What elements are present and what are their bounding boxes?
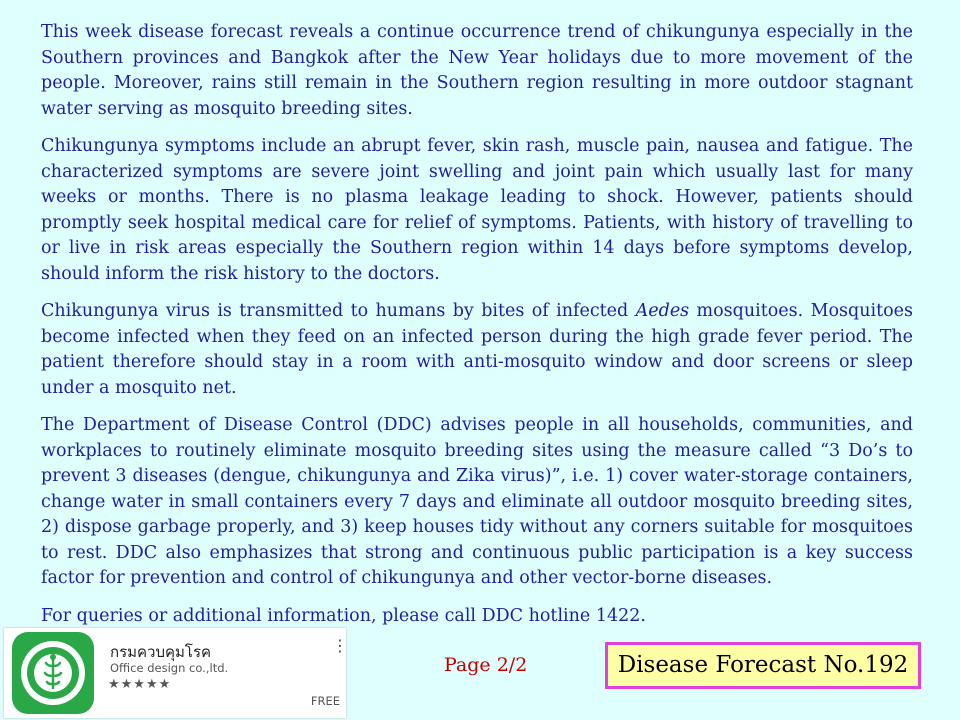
paragraph-hotline: For queries or additional information, p…	[41, 605, 646, 626]
ddc-logo-icon	[12, 632, 94, 714]
app-name: กรมควบคุมโรค	[110, 643, 212, 661]
transmission-text-end: mosquitoes. Mosquitoes become infected w…	[41, 301, 913, 398]
article-body: This week disease forecast reveals a con…	[41, 20, 913, 629]
paragraph-ddc-advice: The Department of Disease Control (DDC) …	[41, 415, 913, 588]
page-number: Page 2/2	[444, 654, 528, 676]
paragraph-forecast-trend: This week disease forecast reveals a con…	[41, 22, 913, 119]
paragraph-transmission: Chikungunya virus is transmitted to huma…	[41, 299, 913, 401]
app-developer: Office design co.,ltd.	[110, 661, 229, 675]
app-store-badge[interactable]: กรมควบคุมโรค Office design co.,ltd. ★★★★…	[4, 628, 348, 718]
paragraph-symptoms: Chikungunya symptoms include an abrupt f…	[41, 136, 913, 284]
aedes-italic: Aedes	[635, 301, 690, 321]
forecast-number-box: Disease Forecast No.192	[605, 642, 921, 689]
more-vert-icon[interactable]: ⋮	[332, 636, 348, 655]
transmission-text-start: Chikungunya virus is transmitted to huma…	[41, 301, 636, 321]
rating-stars: ★★★★★	[108, 677, 172, 692]
app-price: FREE	[310, 694, 340, 708]
